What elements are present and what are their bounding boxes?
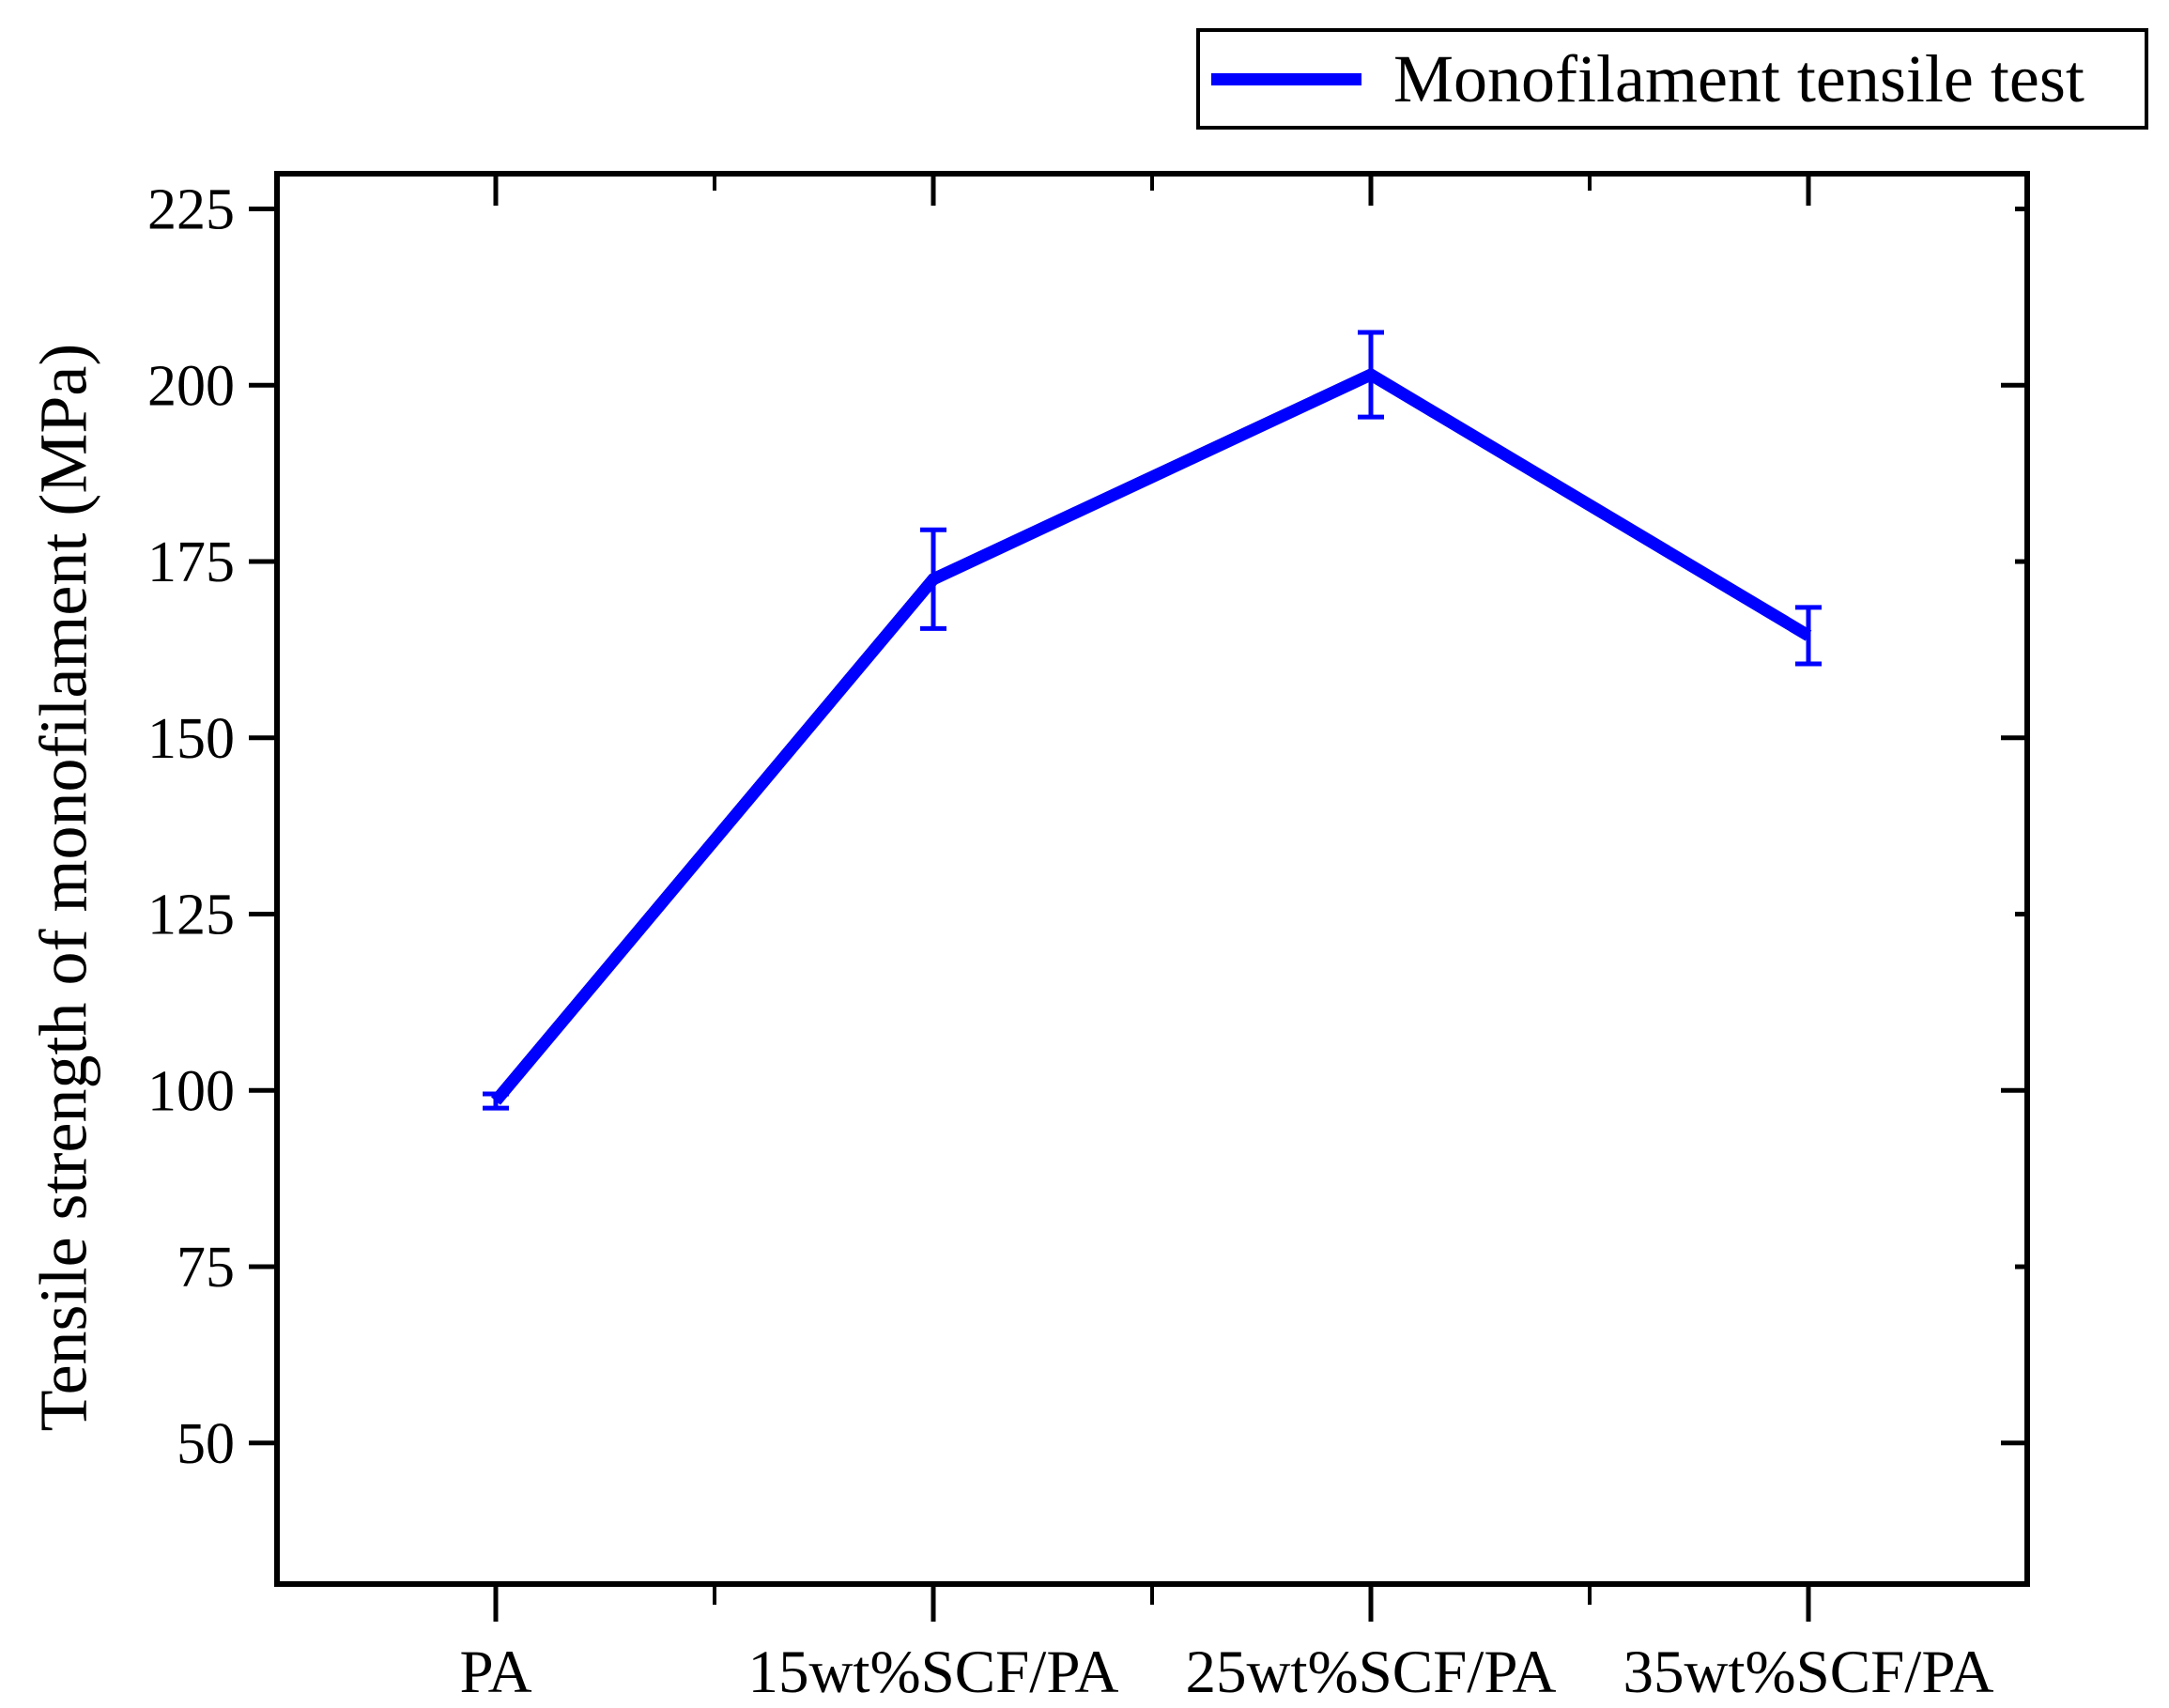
y-tick-label: 125 bbox=[147, 884, 235, 947]
y-tick-label: 150 bbox=[147, 707, 235, 771]
y-axis-title: Tensile strength of monofilament (MPa) bbox=[25, 343, 101, 1432]
legend-label: Monofilament tensile test bbox=[1393, 41, 2084, 116]
data-line bbox=[491, 367, 1812, 1105]
y-tick-label: 75 bbox=[177, 1236, 235, 1300]
x-tick-label: 25wt%SCF/PA bbox=[1186, 1639, 1557, 1706]
plot-border bbox=[274, 171, 2030, 1587]
y-tick-label: 175 bbox=[147, 531, 235, 594]
x-tick-label: 35wt%SCF/PA bbox=[1623, 1639, 1994, 1706]
x-tick-label: PA bbox=[459, 1639, 531, 1706]
legend-box: Monofilament tensile test bbox=[1196, 28, 2148, 130]
y-tick-label: 100 bbox=[147, 1059, 235, 1123]
y-tick-label: 50 bbox=[177, 1412, 235, 1476]
y-tick-label: 225 bbox=[147, 178, 235, 242]
y-tick-label: 200 bbox=[147, 354, 235, 418]
x-tick-label: 15wt%SCF/PA bbox=[748, 1639, 1119, 1706]
legend-line-sample-icon bbox=[1211, 72, 1361, 85]
